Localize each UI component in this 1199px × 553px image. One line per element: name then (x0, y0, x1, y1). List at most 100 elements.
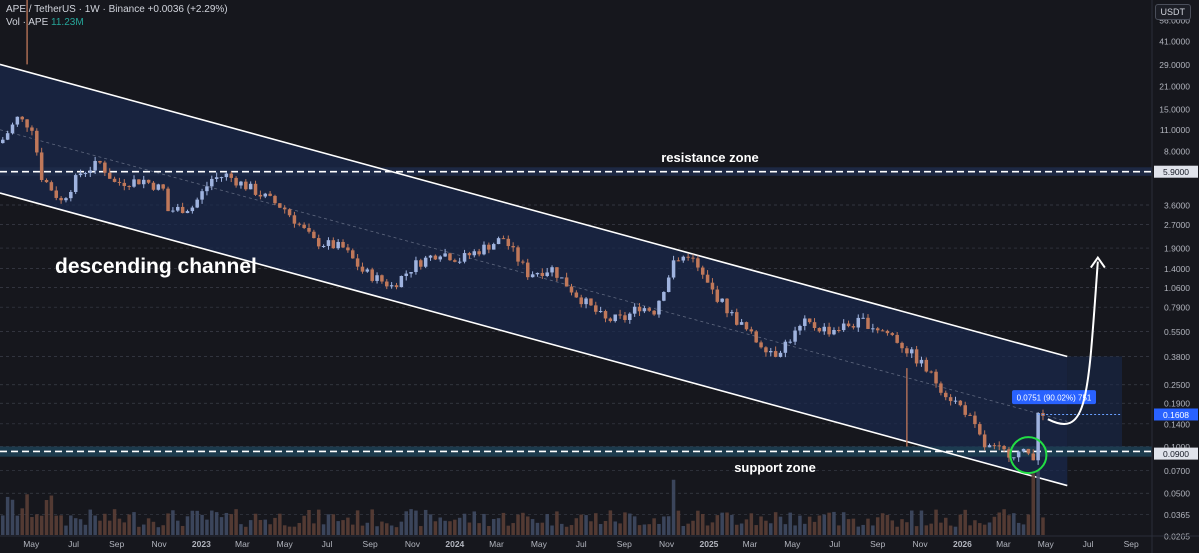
candle-body (530, 274, 535, 278)
volume-bar (73, 518, 78, 535)
candle-body (239, 181, 243, 186)
volume-bar (385, 523, 389, 535)
price-tick-label: 0.2500 (1164, 380, 1190, 390)
time-tick-label: May (784, 539, 801, 549)
candle-body (705, 274, 710, 283)
volume-bar (953, 526, 958, 535)
candle-body (35, 130, 39, 153)
candle-body (355, 258, 360, 267)
candle-body (812, 322, 817, 329)
volume-bar (491, 519, 496, 535)
volume-bar (316, 509, 321, 535)
volume-bar (506, 525, 511, 535)
time-tick-label: Sep (1124, 539, 1139, 549)
candle-body (832, 329, 836, 335)
candle-body (827, 326, 831, 335)
volume-bar (248, 520, 253, 535)
candle-body (696, 258, 700, 268)
volume-bar (594, 513, 598, 535)
time-tick-label: Mar (235, 539, 250, 549)
volume-bar (15, 515, 20, 535)
time-tick-label: Mar (743, 539, 758, 549)
volume-bar (467, 522, 472, 535)
candle-body (511, 246, 515, 248)
candle-body (968, 414, 972, 416)
volume-bar (268, 524, 272, 535)
candle-body (506, 238, 511, 247)
candle-body (210, 178, 214, 187)
candle-body (54, 190, 58, 198)
price-tick-label: 15.0000 (1159, 104, 1190, 114)
volume-bar (628, 513, 632, 535)
candle-body (380, 275, 384, 282)
candle-body (769, 351, 773, 353)
volume-bar (944, 517, 948, 535)
price-tick-label: 0.7900 (1164, 303, 1190, 313)
volume-bar (146, 518, 151, 535)
candle-body (59, 197, 63, 201)
candle-body (603, 311, 608, 319)
candle-body (176, 206, 180, 211)
time-tick-label: Sep (617, 539, 632, 549)
time-tick-label: Jul (829, 539, 840, 549)
candle-body (594, 305, 598, 312)
candle-body (44, 179, 49, 183)
volume-bar (555, 511, 559, 535)
candle-body (292, 215, 297, 224)
candle-body (156, 184, 161, 190)
volume-bar (963, 509, 967, 535)
candle-body (637, 306, 642, 312)
volume-bar (1002, 509, 1006, 535)
channel-lower-line (0, 192, 1068, 487)
volume-label[interactable]: Vol · APE (6, 17, 49, 28)
candle-body (997, 445, 1001, 447)
candle-body (671, 260, 676, 278)
volume-bar (623, 512, 627, 535)
volume-bar (535, 522, 540, 535)
volume-bar (705, 525, 710, 535)
volume-bar (982, 524, 987, 535)
candle-body (875, 328, 880, 331)
candle-body (200, 191, 204, 200)
volume-bar (117, 518, 122, 535)
candle-body (550, 267, 554, 273)
volume-bar (681, 525, 686, 535)
volume-bar (574, 518, 579, 535)
price-tick-label: 1.4000 (1164, 264, 1190, 274)
candle-body (807, 318, 812, 323)
candle-body (185, 211, 190, 214)
volume-bar (409, 509, 413, 535)
time-tick-label: May (531, 539, 548, 549)
volume-bar (666, 516, 671, 535)
candle-body (98, 160, 102, 163)
time-tick-label: Nov (913, 539, 929, 549)
candle-body (885, 330, 890, 334)
candle-body (229, 173, 233, 178)
candle-body (880, 330, 885, 332)
currency-button[interactable]: USDT (1154, 4, 1191, 20)
candle-body (443, 253, 447, 257)
volume-bar (258, 520, 263, 535)
candle-body (1026, 448, 1031, 454)
candle-body (166, 188, 170, 212)
candle-body (141, 179, 146, 185)
volume-bar (107, 520, 112, 535)
candle-body (861, 317, 865, 319)
candle-body (224, 173, 229, 178)
volume-bar (419, 526, 423, 535)
candle-body (788, 341, 792, 343)
volume-bar (832, 511, 836, 535)
volume-bar (749, 513, 754, 535)
volume-bar (64, 525, 68, 535)
highlight-circle (1009, 436, 1048, 475)
candle-body (399, 275, 404, 288)
volume-bar (730, 514, 734, 535)
volume-bar (200, 514, 204, 535)
volume-bar (501, 512, 506, 535)
volume-bar (462, 513, 467, 535)
symbol-title[interactable]: APE / TetherUS · 1W · Binance (6, 4, 145, 15)
candle-body (83, 172, 88, 174)
candle-body (219, 177, 224, 179)
